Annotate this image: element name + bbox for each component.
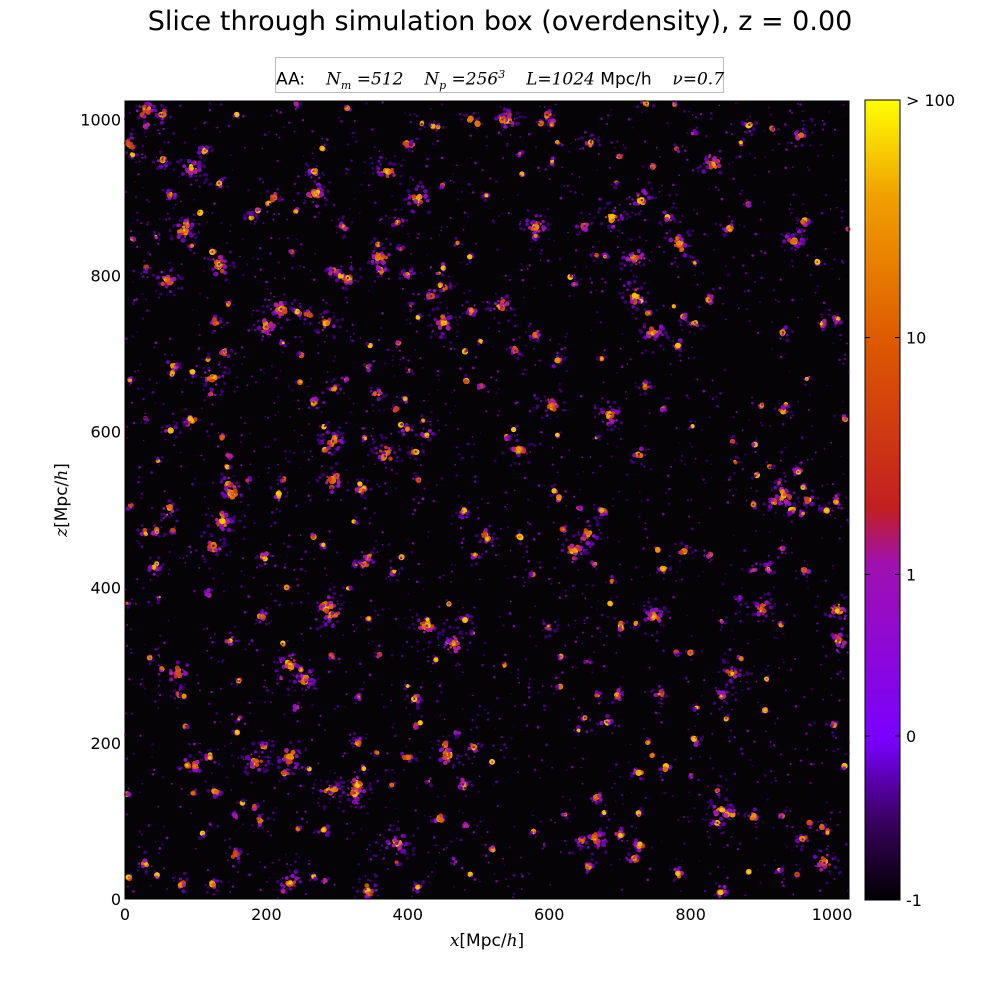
- info-l-val: =1024: [537, 69, 595, 90]
- x-axis-unit: [Mpc/: [459, 931, 506, 951]
- info-np-exp: 3: [498, 68, 506, 81]
- info-np-val: =256: [446, 69, 499, 90]
- colorbar-label-3: 10: [906, 329, 926, 348]
- y-tick-label-4: 800: [90, 267, 121, 286]
- x-tick-label-0: 0: [120, 905, 130, 924]
- x-tick-label-3: 600: [534, 905, 565, 924]
- info-nu-var: ν: [672, 69, 683, 90]
- x-tick-label-2: 400: [393, 905, 424, 924]
- y-axis-label: z[Mpc/h]: [52, 463, 72, 538]
- info-np-sub: p: [439, 79, 447, 93]
- y-axis-unit-close: ]: [52, 463, 72, 470]
- y-tick-label-0: 0: [111, 890, 121, 909]
- colorbar-label-0: -1: [906, 891, 922, 910]
- y-tick-label-1: 200: [90, 734, 121, 753]
- info-l-unit: Mpc/h: [600, 69, 652, 90]
- y-axis-unit: [Mpc/: [52, 480, 72, 527]
- y-axis-var: z: [52, 527, 72, 538]
- y-tick-label-2: 400: [90, 578, 121, 597]
- colorbar: [864, 99, 901, 901]
- colorbar-label-4: > 100: [906, 91, 955, 110]
- info-nm-val: =512: [351, 69, 404, 90]
- info-l-var: L: [526, 69, 538, 90]
- info-nu-val: =0.7: [682, 69, 725, 90]
- info-nm-var: N: [325, 69, 341, 90]
- y-axis: 0 200 400 600 800 1000: [80, 111, 849, 909]
- info-prefix: AA:: [276, 69, 306, 90]
- plot-frame: [124, 100, 850, 900]
- y-axis-unit-var: h: [52, 470, 72, 481]
- simulation-info-box: AA: Nm =512 Np =2563 L=1024 Mpc/h ν=0.7: [275, 57, 724, 93]
- y-tick-label-3: 600: [90, 422, 121, 441]
- chart-title: Slice through simulation box (overdensit…: [147, 6, 853, 37]
- y-tick-label-5: 1000: [80, 111, 121, 130]
- info-nm-sub: m: [340, 79, 352, 93]
- x-axis-unit-close: ]: [518, 931, 525, 951]
- x-tick-label-5: 1000: [812, 905, 853, 924]
- x-axis-label: x[Mpc/h]: [450, 931, 524, 951]
- x-axis-unit-var: h: [507, 931, 518, 951]
- colorbar-label-1: 0: [906, 727, 916, 746]
- x-tick-label-1: 200: [251, 905, 282, 924]
- info-np-var: N: [424, 69, 440, 90]
- colorbar-label-2: 1: [906, 565, 916, 584]
- x-axis-var: x: [450, 931, 460, 951]
- density-field: [123, 99, 851, 899]
- x-tick-label-4: 800: [675, 905, 706, 924]
- density-field-background: [125, 101, 849, 899]
- x-axis: 0 200 400 600 800 1000: [120, 101, 852, 924]
- colorbar-ticks: -1 0 1 10 > 100: [865, 91, 955, 910]
